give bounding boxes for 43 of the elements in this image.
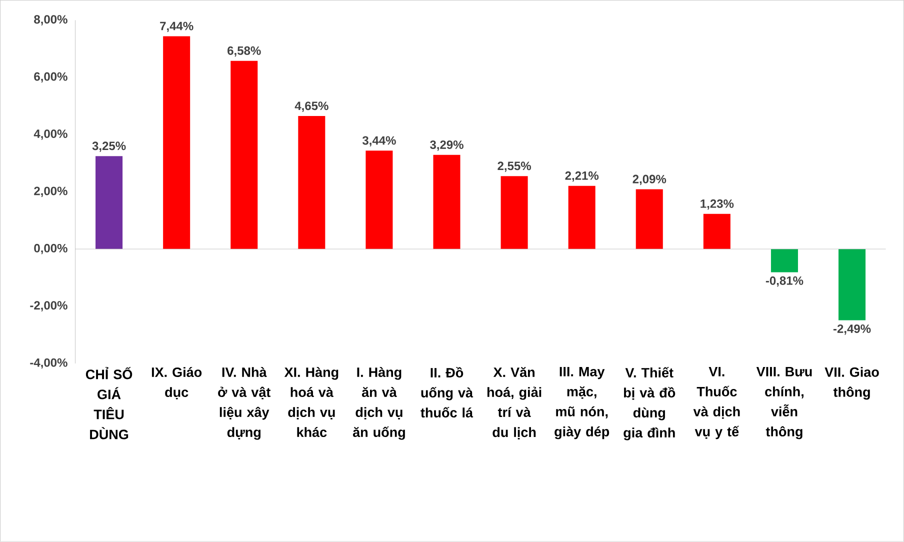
data-label: 1,23% — [700, 200, 734, 210]
data-label: 3,25% — [92, 142, 126, 152]
bar — [500, 176, 528, 250]
bar — [770, 249, 798, 272]
y-tick-label: 4,00% — [34, 130, 68, 140]
y-tick-label: 8,00% — [34, 15, 68, 26]
x-tick-label: X. Văn hoá, giải trí và du lịch — [487, 367, 542, 440]
data-label: 2,21% — [565, 172, 599, 182]
data-label: 2,09% — [632, 174, 666, 186]
y-tick-label: 6,00% — [34, 72, 68, 83]
bar — [163, 36, 190, 250]
x-tick-label: XI. Hàng hoá và dịch vụ khác — [284, 367, 338, 438]
y-tick-label: -2,00% — [30, 301, 68, 312]
x-tick-label: III. May mặc, mũ nón, giày dép — [554, 367, 610, 440]
bar — [838, 249, 866, 320]
x-tick-label: IV. Nhà ở và vật liệu xây dựng — [218, 367, 271, 440]
bar — [230, 60, 258, 250]
data-label: 2,55% — [498, 162, 531, 172]
data-label: 3,29% — [430, 140, 464, 151]
y-tick-label: -4,00% — [30, 358, 68, 369]
y-tick-label: 2,00% — [34, 186, 68, 198]
x-tick-label: VII. Giao thông — [824, 367, 879, 400]
bar — [568, 186, 596, 250]
data-label: 3,44% — [362, 136, 396, 147]
y-tick-label: 0,00% — [34, 244, 68, 254]
data-label: 7,44% — [160, 22, 194, 32]
x-tick-label: VI. Thuốc và dịch vụ y tế — [693, 367, 740, 440]
data-label: -0,81% — [766, 276, 804, 287]
data-label: 4,65% — [294, 102, 328, 112]
bar — [96, 156, 123, 250]
x-tick-label: V. Thiết bị và đồ dùng gia đình — [624, 367, 676, 440]
data-label: 6,58% — [228, 46, 261, 57]
x-tick-label: II. Đồ uống và thuốc lá — [420, 367, 474, 418]
data-label: -2,49% — [833, 324, 871, 335]
x-tick-label: VIII. Bưu chính, viễn thông — [756, 367, 812, 440]
bar — [703, 214, 730, 250]
bar — [298, 116, 326, 250]
x-tick-label: I. Hàng ăn và dịch vụ ăn uống — [352, 367, 405, 440]
bar — [366, 150, 393, 250]
bar — [636, 189, 663, 250]
x-tick-label: CHỈ SỐ GIÁ TIÊU DÙNG — [86, 367, 132, 440]
x-tick-label: IX. Giáo dục — [152, 367, 202, 400]
bar — [433, 155, 460, 250]
